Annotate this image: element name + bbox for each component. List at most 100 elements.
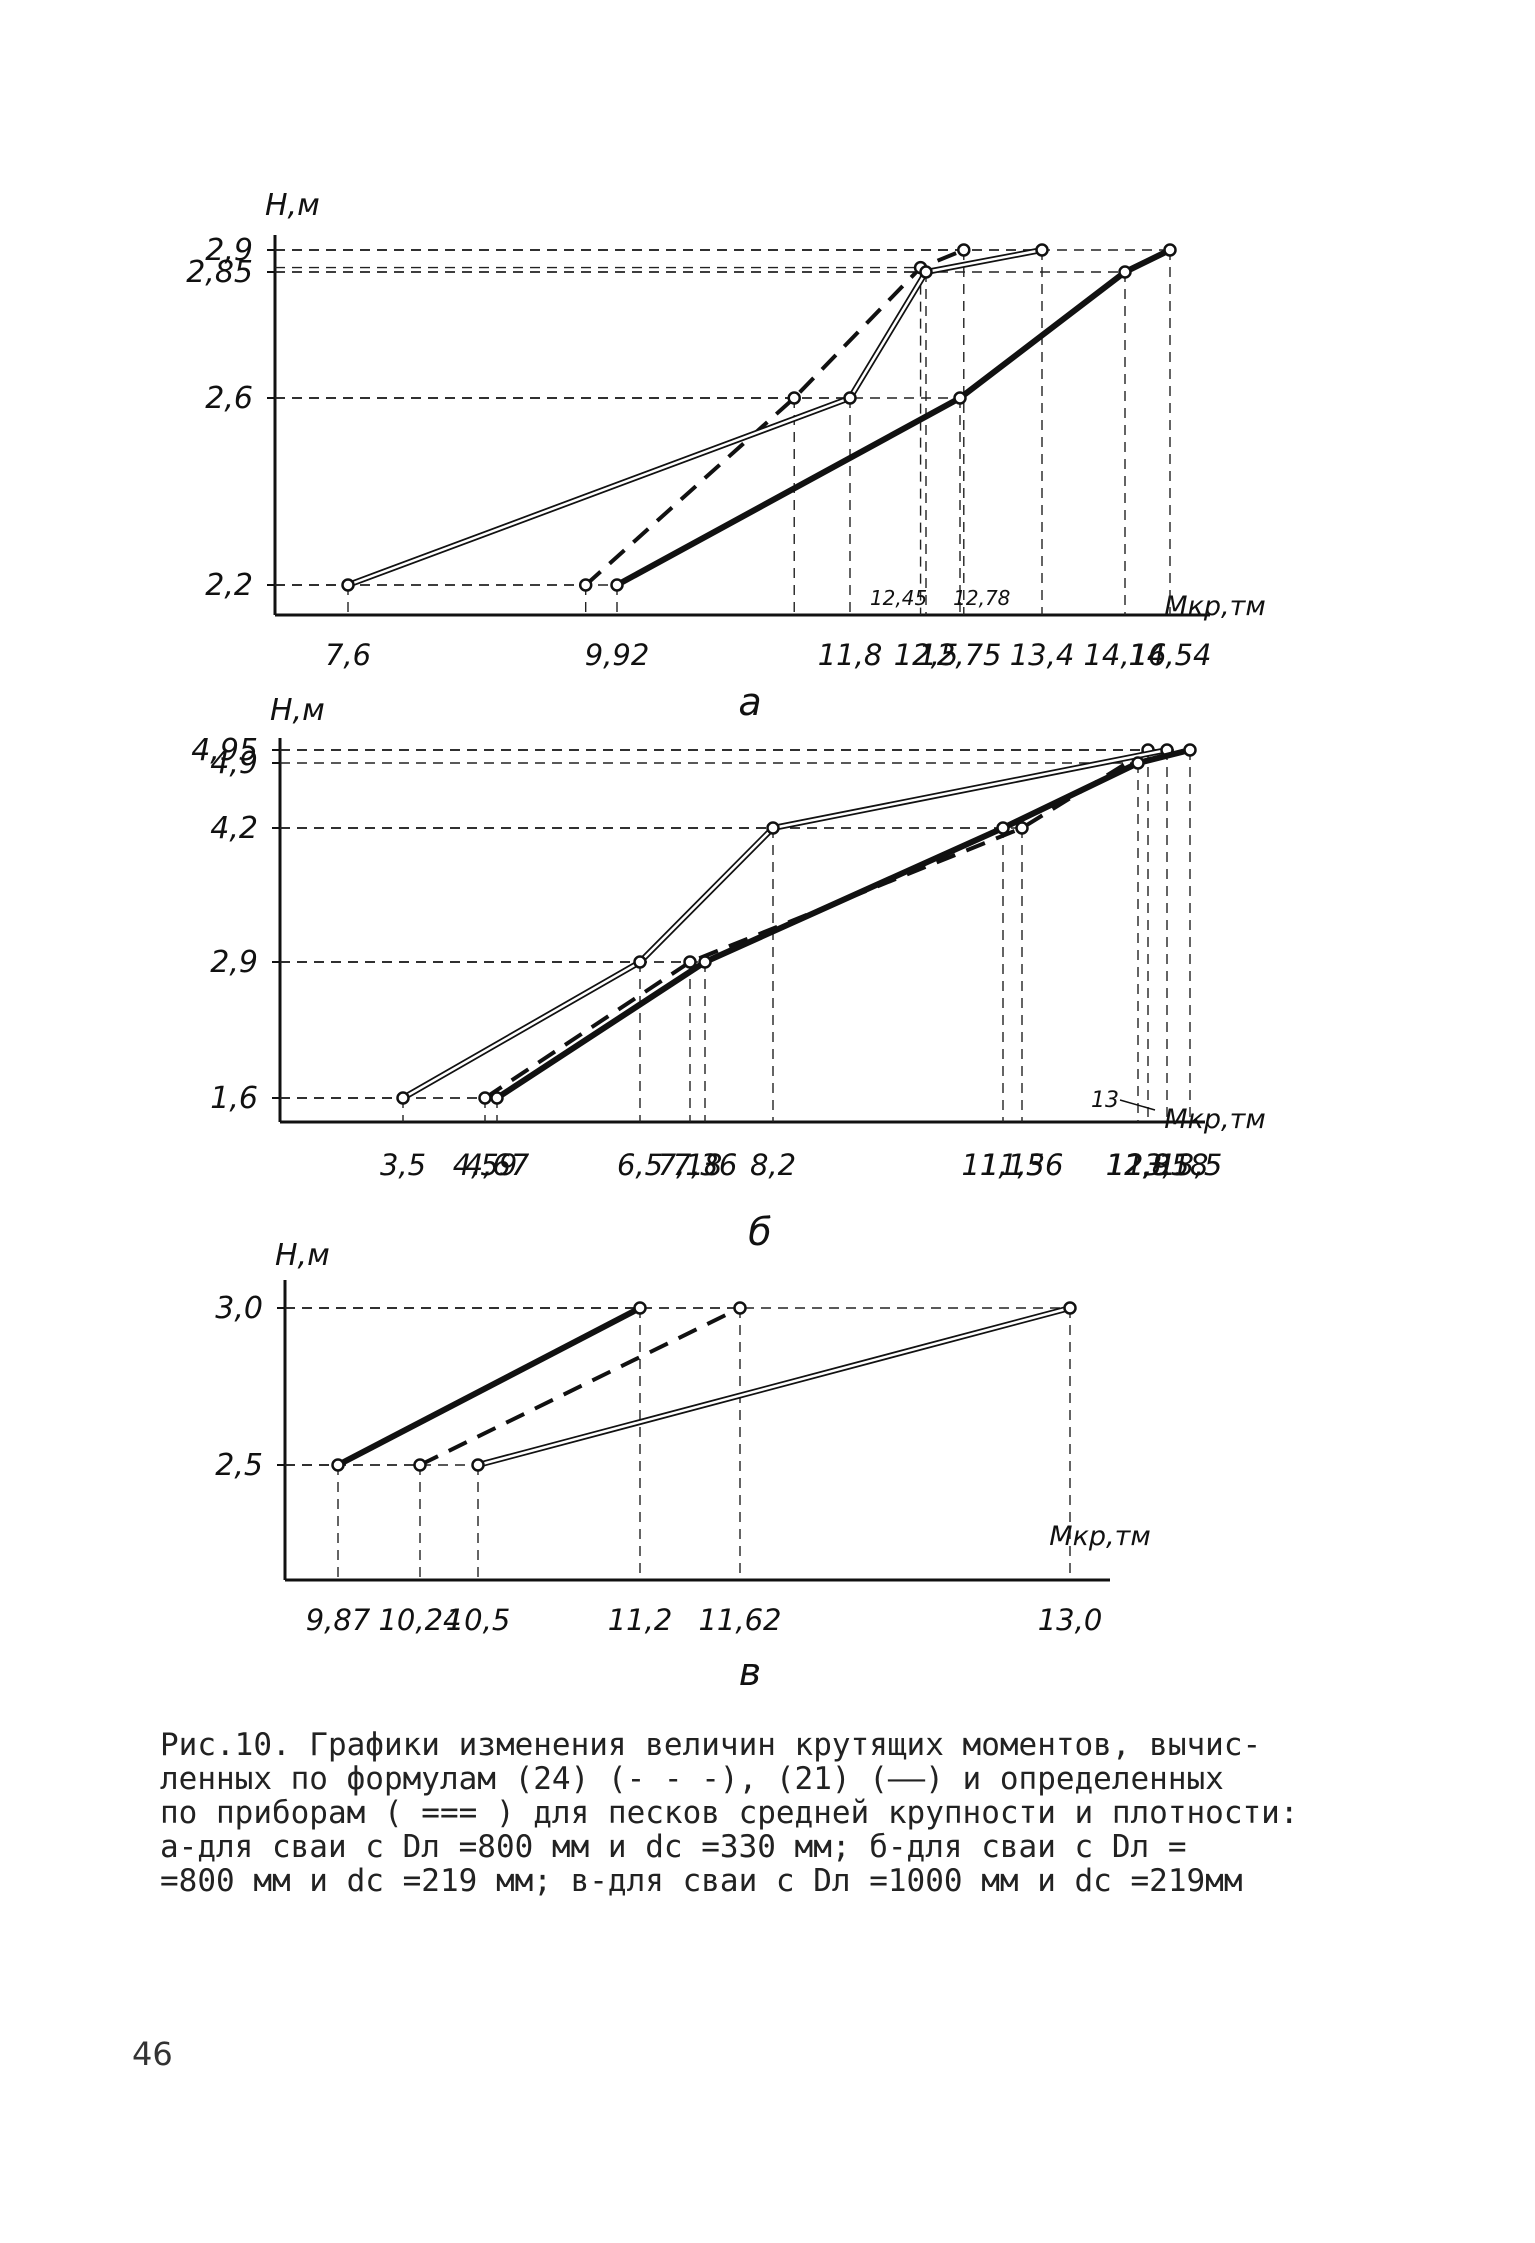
x-tick-label: 11,8 bbox=[818, 638, 883, 672]
data-point bbox=[413, 1458, 427, 1472]
series-line-thick bbox=[615, 247, 1172, 588]
x-tick-label: 4,67 bbox=[465, 1148, 530, 1182]
x-tick-label: 13,18 bbox=[1125, 1148, 1208, 1182]
x-tick-label: 11,2 bbox=[608, 1603, 673, 1637]
y-tick-label: 2,9 bbox=[210, 945, 258, 980]
x-tick-label: 11,62 bbox=[698, 1603, 781, 1637]
y-axis-label: Н,м bbox=[270, 693, 325, 728]
x-tick-label: 12,75 bbox=[918, 638, 1001, 672]
x-tick-label: 13,0 bbox=[1038, 1603, 1103, 1637]
annotation-pointer bbox=[1119, 1099, 1156, 1111]
series-line-dashed bbox=[483, 748, 1150, 1100]
y-tick-label: 4,95 bbox=[191, 733, 258, 768]
data-point bbox=[1035, 243, 1049, 257]
x-tick-label: 10,5 bbox=[446, 1603, 511, 1637]
x-tick-label: 8,2 bbox=[750, 1148, 796, 1182]
data-point bbox=[578, 578, 593, 592]
x-tick-label: 9,87 bbox=[306, 1603, 371, 1637]
caption-line: Рис.10. Графики изменения величин крутящ… bbox=[160, 1727, 1262, 1763]
x-tick-label: 7,18 bbox=[658, 1148, 723, 1182]
caption-line: а-для сваи с Dл =800 мм и dс =330 мм; б-… bbox=[160, 1829, 1187, 1865]
series-line-dashed bbox=[419, 1306, 741, 1467]
data-point bbox=[953, 391, 967, 405]
caption-line: ленных по формулам (24) (- - -), (21) (—… bbox=[160, 1761, 1224, 1797]
caption-line: по приборам ( === ) для песков средней к… bbox=[160, 1795, 1299, 1831]
x-tick-label: 4,59 bbox=[453, 1148, 518, 1182]
x-tick-label: 12,95 bbox=[1106, 1148, 1189, 1182]
x-axis-label: Мкр,тм bbox=[1049, 1521, 1150, 1552]
series-line-double-inner bbox=[402, 748, 1168, 1100]
x-tick-label: 7,6 bbox=[325, 638, 371, 672]
x-tick-label: 6,5 bbox=[617, 1148, 663, 1182]
y-tick-label: 2,5 bbox=[215, 1448, 263, 1483]
data-point bbox=[733, 1301, 747, 1315]
series-line-double-inner bbox=[477, 1306, 1071, 1467]
series-line-dashed bbox=[584, 248, 965, 587]
page-number: 46 bbox=[132, 2035, 173, 2073]
data-point bbox=[766, 821, 780, 835]
x-tick-label: 14,54 bbox=[1128, 638, 1211, 672]
data-point bbox=[698, 955, 712, 969]
caption-line: =800 мм и dс =219 мм; в-для сваи с Dл =1… bbox=[160, 1863, 1243, 1899]
data-point bbox=[1163, 243, 1177, 257]
data-point bbox=[633, 955, 647, 969]
data-point bbox=[919, 265, 933, 279]
figure-caption: Рис.10. Графики изменения величин крутящ… bbox=[160, 1728, 1420, 1898]
data-point bbox=[396, 1091, 410, 1105]
x-axis-label: Мкр,тм bbox=[1164, 1104, 1265, 1135]
data-point bbox=[471, 1458, 485, 1472]
data-point bbox=[1183, 743, 1197, 757]
data-point bbox=[478, 1091, 492, 1105]
data-point bbox=[1063, 1301, 1077, 1315]
panel-label: а bbox=[738, 680, 761, 724]
data-point bbox=[1131, 756, 1145, 770]
x-tick-label: 13,5 bbox=[1158, 1148, 1223, 1182]
x-tick-label: 11,36 bbox=[980, 1148, 1063, 1182]
data-point bbox=[1118, 265, 1132, 279]
data-point bbox=[633, 1301, 647, 1315]
data-point bbox=[843, 391, 857, 405]
series-line-thick bbox=[336, 1305, 642, 1468]
x-tick-label: 7,36 bbox=[673, 1148, 738, 1182]
x-tick-label: 13,4 bbox=[1010, 638, 1075, 672]
y-tick-label: 4,2 bbox=[210, 811, 258, 846]
y-tick-label: 1,6 bbox=[210, 1081, 258, 1116]
x-tick-label: 12,8 bbox=[1106, 1148, 1171, 1182]
series-line-thick bbox=[495, 747, 1191, 1101]
y-tick-label: 2,6 bbox=[205, 381, 253, 416]
x-tick-label: 14,16 bbox=[1083, 638, 1166, 672]
y-axis-label: Н,м bbox=[265, 188, 320, 223]
y-axis-label: Н,м bbox=[275, 1238, 330, 1273]
annotation-label: 13 bbox=[1091, 1088, 1119, 1113]
y-tick-label: 3,0 bbox=[215, 1291, 263, 1326]
data-point bbox=[683, 955, 697, 969]
x-tick-label: 9,92 bbox=[585, 638, 650, 672]
data-point bbox=[341, 578, 355, 592]
y-tick-label: 2,85 bbox=[186, 255, 253, 290]
data-point bbox=[331, 1458, 345, 1472]
x-tick-label: 3,5 bbox=[380, 1148, 426, 1182]
y-tick-label: 2,2 bbox=[205, 568, 253, 603]
y-tick-label: 2,9 bbox=[205, 233, 253, 268]
annotation-label: 12,78 bbox=[953, 586, 1010, 610]
x-tick-label: 10,24 bbox=[378, 1603, 461, 1637]
data-point bbox=[490, 1091, 504, 1105]
series-line-double-inner bbox=[347, 248, 1043, 587]
data-point bbox=[957, 243, 971, 257]
data-point bbox=[1015, 821, 1029, 835]
panel-label: в bbox=[739, 1650, 761, 1694]
y-tick-label: 4,9 bbox=[210, 746, 258, 781]
x-axis-label: Мкр,тм bbox=[1164, 591, 1265, 622]
data-point bbox=[610, 578, 624, 592]
x-tick-label: 11,15 bbox=[961, 1148, 1044, 1182]
data-point bbox=[996, 821, 1010, 835]
annotation-label: 12,45 bbox=[870, 586, 927, 610]
panel-label: б bbox=[748, 1210, 771, 1254]
data-point bbox=[787, 391, 801, 405]
x-tick-label: 12,5 bbox=[894, 638, 959, 672]
